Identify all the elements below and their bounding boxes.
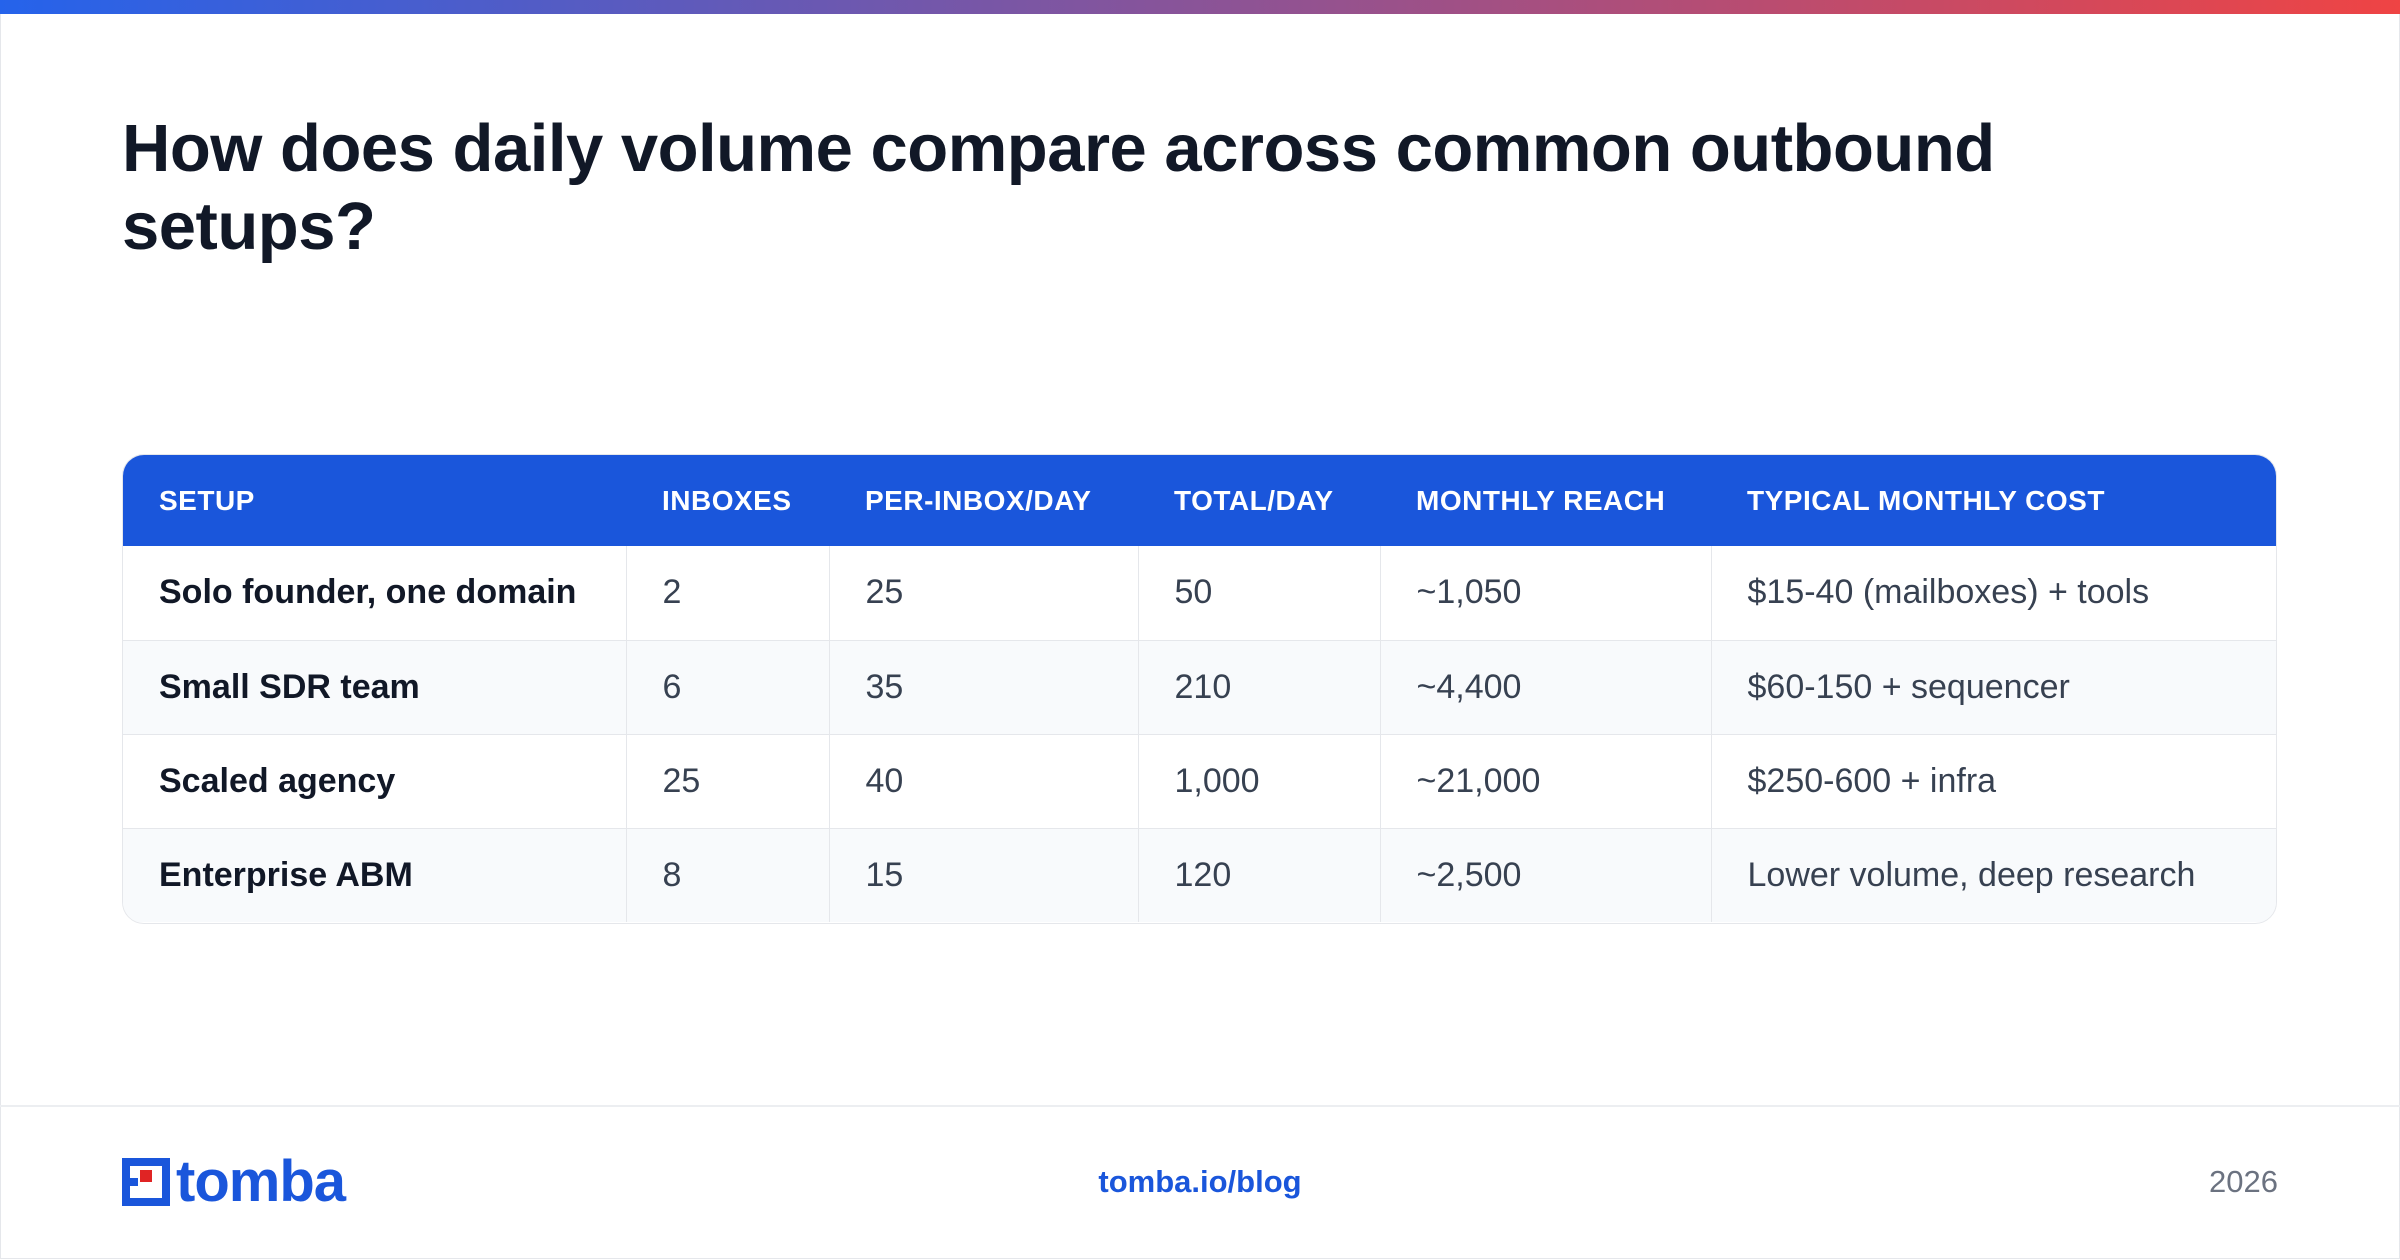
blog-link[interactable]: tomba.io/blog — [1098, 1164, 1302, 1199]
table-row: Scaled agency 25 40 1,000 ~21,000 $250-6… — [123, 733, 2276, 828]
cell-monthly-reach: ~4,400 — [1380, 639, 1712, 734]
table-body: Solo founder, one domain 2 25 50 ~1,050 … — [123, 546, 2276, 922]
table-row: Small SDR team 6 35 210 ~4,400 $60-150 +… — [123, 639, 2276, 734]
header-cell-total-day: TOTAL/DAY — [1174, 484, 1334, 516]
table-row: Enterprise ABM 8 15 120 ~2,500 Lower vol… — [123, 827, 2276, 922]
cell-inboxes: 8 — [626, 827, 830, 922]
tomba-logo-icon — [122, 1158, 170, 1206]
top-accent-bar — [0, 0, 2400, 14]
cell-total-day: 50 — [1138, 546, 1381, 640]
header-cell-inboxes: INBOXES — [662, 484, 792, 516]
cell-setup: Enterprise ABM — [123, 827, 627, 922]
cell-setup: Scaled agency — [123, 733, 627, 828]
cell-monthly-reach: ~1,050 — [1380, 546, 1712, 640]
cell-monthly-reach: ~2,500 — [1380, 827, 1712, 922]
comparison-table: SETUP INBOXES PER-INBOX/DAY TOTAL/DAY MO… — [122, 454, 2277, 924]
cell-inboxes: 25 — [626, 733, 830, 828]
cell-inboxes: 6 — [626, 639, 830, 734]
tomba-logo[interactable]: tomba — [122, 1149, 346, 1214]
cell-setup: Solo founder, one domain — [123, 546, 627, 640]
logo-wordmark: tomba — [176, 1149, 346, 1214]
cell-total-day: 120 — [1138, 827, 1381, 922]
header-cell-typical-monthly-cost: TYPICAL MONTHLY COST — [1747, 484, 2105, 516]
cell-monthly-cost: $15-40 (mailboxes) + tools — [1747, 573, 2150, 612]
header-cell-setup: SETUP — [159, 484, 255, 516]
header-cell-per-inbox-day: PER-INBOX/DAY — [865, 484, 1092, 516]
cell-setup: Small SDR team — [123, 639, 627, 734]
footer-year: 2026 — [2209, 1164, 2278, 1199]
cell-monthly-cost: $250-600 + infra — [1711, 733, 2276, 828]
cell-per-inbox-day: 40 — [829, 733, 1139, 828]
table-header: SETUP INBOXES PER-INBOX/DAY TOTAL/DAY MO… — [123, 455, 2276, 546]
cell-monthly-reach: ~21,000 — [1380, 733, 1712, 828]
header-row: SETUP INBOXES PER-INBOX/DAY TOTAL/DAY MO… — [123, 455, 2276, 546]
header-cell-monthly-reach: MONTHLY REACH — [1416, 484, 1666, 516]
cell-total-day: 210 — [1138, 639, 1381, 734]
footer-divider — [0, 1105, 2400, 1107]
cell-per-inbox-day: 35 — [829, 639, 1139, 734]
page-title: How does daily volume compare across com… — [122, 111, 1995, 264]
cell-inboxes: 2 — [626, 546, 830, 640]
cell-per-inbox-day: 25 — [829, 546, 1139, 640]
cell-monthly-cost: $60-150 + sequencer — [1711, 639, 2276, 734]
cell-total-day: 1,000 — [1138, 733, 1381, 828]
table-row: Solo founder, one domain 2 25 50 ~1,050 … — [123, 546, 2276, 640]
cell-monthly-cost: Lower volume, deep research — [1711, 827, 2276, 922]
cell-per-inbox-day: 15 — [829, 827, 1139, 922]
